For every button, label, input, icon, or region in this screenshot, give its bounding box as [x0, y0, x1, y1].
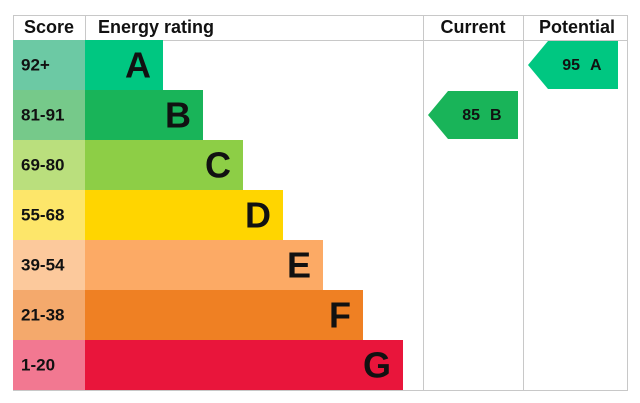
rating-letter: F [329, 295, 351, 336]
current-header: Current [440, 17, 505, 37]
rating-letter: G [363, 345, 391, 386]
score-cell [13, 40, 85, 90]
potential-letter: A [590, 57, 602, 74]
rating-bar [85, 90, 203, 140]
rating-letter: B [165, 95, 191, 136]
score-cell [13, 140, 85, 190]
score-label: 55-68 [21, 205, 64, 224]
rating-bar [85, 340, 403, 390]
score-cell [13, 340, 85, 390]
potential-arrow [528, 41, 618, 89]
rating-header: Energy rating [98, 17, 214, 37]
current-value: 85 [462, 107, 480, 124]
score-label: 69-80 [21, 155, 64, 174]
score-label: 21-38 [21, 305, 64, 324]
rating-letter: D [245, 195, 271, 236]
rating-bar [85, 190, 283, 240]
rating-bar [85, 140, 243, 190]
rating-letter: E [287, 245, 311, 286]
score-cell [13, 90, 85, 140]
rating-bar [85, 40, 163, 90]
score-cell [13, 290, 85, 340]
rating-bar [85, 290, 363, 340]
current-arrow [428, 91, 518, 139]
rating-letter: C [205, 145, 231, 186]
score-cell [13, 190, 85, 240]
potential-header: Potential [539, 17, 615, 37]
rating-bar [85, 240, 323, 290]
current-letter: B [490, 107, 502, 124]
score-cell [13, 240, 85, 290]
rating-letter: A [125, 45, 151, 86]
score-label: 92+ [21, 55, 50, 74]
potential-value: 95 [562, 57, 580, 74]
score-header: Score [24, 17, 74, 37]
score-label: 1-20 [21, 355, 55, 374]
score-label: 81-91 [21, 105, 64, 124]
score-label: 39-54 [21, 255, 65, 274]
